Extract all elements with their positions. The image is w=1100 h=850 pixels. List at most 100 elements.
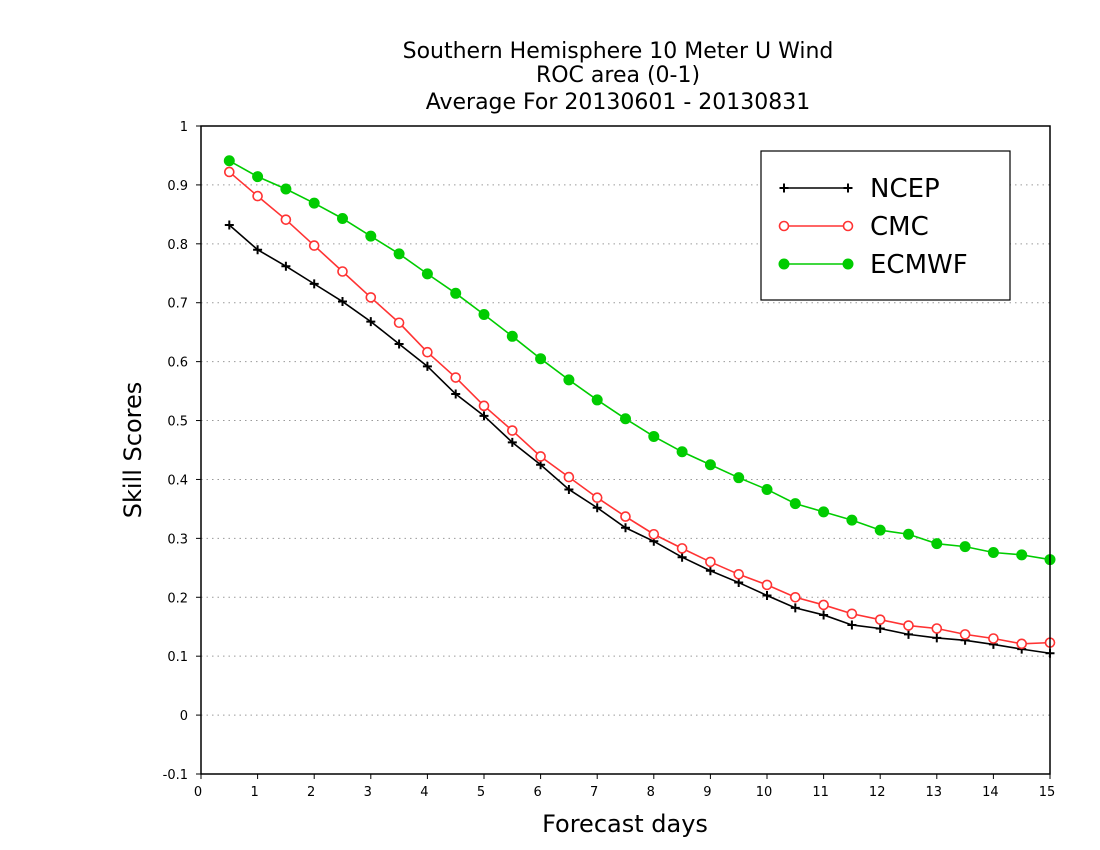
data-point-ecmwf [846, 514, 858, 526]
y-tick-label: -0.1 [163, 768, 188, 783]
data-point-ncep [281, 261, 291, 271]
data-point-ncep [309, 279, 319, 289]
x-tick-label: 5 [477, 785, 485, 800]
series-ecmwf [223, 155, 1056, 566]
legend-entry-ecmwf: ECMWF [778, 250, 968, 280]
data-point-ecmwf [874, 524, 886, 536]
x-tick-label: 1 [250, 785, 258, 800]
data-point-ecmwf [676, 446, 688, 458]
data-point-ncep [904, 629, 913, 639]
data-point-cmc [478, 400, 490, 412]
legend: NCEP CMC ECMWF [760, 150, 1011, 301]
x-tick-label: 8 [647, 785, 655, 800]
data-point-cmc [365, 292, 377, 303]
data-point-ncep [762, 591, 772, 601]
data-point-ecmwf [252, 171, 264, 183]
x-tick-label: 11 [812, 785, 829, 800]
y-axis: -0.1 0 0.1 0.2 0.3 0.4 0.5 0.6 0.7 0.8 0.9 1 [163, 120, 201, 783]
y-tick-label: 1 [180, 120, 188, 135]
data-point-cmc [959, 629, 971, 640]
y-tick-label: 0.2 [167, 591, 188, 606]
data-point-ncep [564, 484, 574, 494]
data-point-ncep [479, 411, 489, 421]
y-tick-label: 0.5 [167, 415, 188, 430]
data-point-ecmwf [365, 230, 377, 242]
x-tick-label: 13 [926, 785, 943, 800]
y-tick-label: 0.1 [167, 650, 188, 665]
data-point-ecmwf [506, 330, 518, 342]
series-line-ncep [228, 224, 1051, 655]
data-point-cmc [648, 528, 660, 540]
legend-entry-ncep: NCEP [779, 174, 940, 204]
data-point-cmc [393, 317, 405, 329]
x-tick-label: 0 [194, 785, 202, 800]
data-point-ncep [224, 220, 234, 230]
data-point-ecmwf [931, 538, 943, 550]
data-point-ecmwf [563, 374, 575, 386]
data-point-ecmwf [987, 547, 999, 559]
legend-marker-cmc [842, 220, 854, 232]
data-point-ncep [621, 523, 630, 533]
legend-label-cmc: CMC [870, 212, 929, 242]
data-point-cmc [818, 599, 829, 611]
x-tick-label: 7 [590, 785, 598, 800]
y-tick-label: 0.9 [167, 179, 188, 194]
x-tick-label: 6 [533, 785, 541, 800]
y-tick-label: 0.4 [167, 473, 188, 488]
y-tick-label: 0 [180, 709, 188, 724]
data-point-cmc [988, 633, 999, 644]
data-point-ncep [932, 633, 942, 643]
data-point-ecmwf [535, 353, 547, 365]
data-point-ncep [507, 437, 517, 447]
data-point-cmc [337, 266, 348, 277]
data-point-cmc [450, 372, 462, 383]
y-tick-label: 0.8 [167, 238, 188, 253]
y-tick-label: 0.6 [167, 356, 188, 371]
data-point-ecmwf [223, 155, 235, 167]
data-point-ncep [366, 317, 376, 327]
data-point-ncep [253, 245, 263, 255]
data-point-cmc [224, 166, 235, 178]
data-point-ecmwf [789, 498, 801, 510]
data-point-ncep [705, 566, 715, 576]
data-point-cmc [1016, 638, 1028, 650]
legend-marker-ncep [843, 183, 853, 193]
legend-marker-ecmwf [778, 258, 790, 270]
data-point-ncep [847, 620, 857, 630]
x-tick-label: 12 [869, 785, 886, 800]
data-point-cmc [733, 568, 745, 580]
data-point-cmc [903, 620, 914, 631]
data-point-ecmwf [761, 483, 773, 495]
data-point-ecmwf [1016, 549, 1028, 561]
data-point-cmc [422, 346, 433, 358]
data-point-ecmwf [280, 183, 292, 195]
data-point-cmc [563, 471, 575, 483]
data-point-ncep [875, 623, 885, 633]
legend-marker-cmc [778, 220, 790, 232]
legend-label-ecmwf: ECMWF [870, 250, 968, 280]
data-point-cmc [591, 492, 603, 504]
data-point-cmc [676, 543, 688, 554]
data-point-ncep [790, 603, 800, 613]
legend-entry-cmc: CMC [778, 212, 929, 242]
data-point-ecmwf [903, 528, 914, 540]
data-point-ecmwf [421, 268, 433, 280]
data-point-ecmwf [393, 248, 405, 260]
data-point-ecmwf [818, 506, 830, 518]
data-point-cmc [620, 511, 631, 522]
series-cmc [224, 166, 1056, 650]
data-point-ncep [338, 297, 347, 307]
data-point-cmc [789, 591, 801, 603]
data-point-ncep [592, 503, 602, 513]
chart-title-line-3: Average For 20130601 - 20130831 [426, 90, 811, 115]
data-point-cmc [535, 451, 546, 462]
data-point-cmc [506, 425, 518, 436]
data-point-cmc [931, 623, 943, 634]
x-tick-label: 3 [364, 785, 372, 800]
legend-label-ncep: NCEP [870, 174, 940, 204]
data-point-ecmwf [450, 287, 462, 299]
series-layer [223, 155, 1056, 658]
plot-area-frame [200, 125, 1051, 775]
data-point-cmc [874, 614, 886, 625]
